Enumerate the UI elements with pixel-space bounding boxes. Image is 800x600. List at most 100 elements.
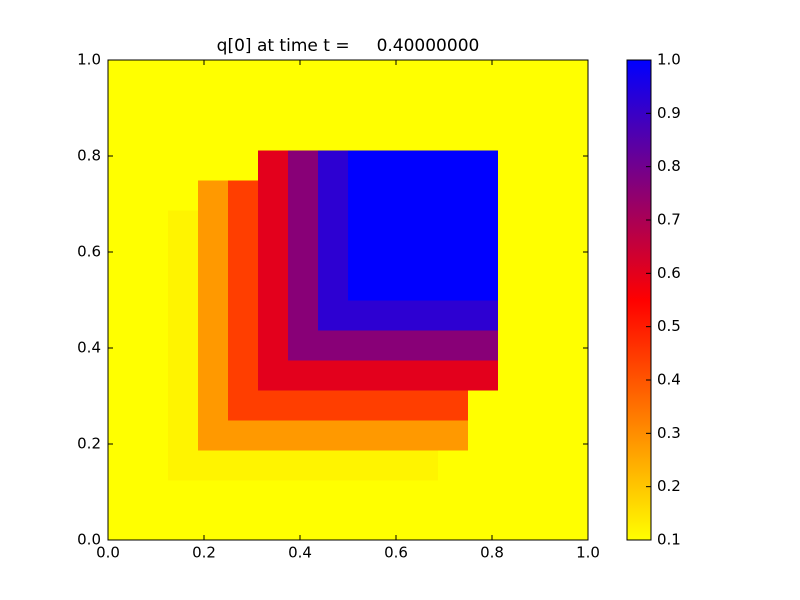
- heat-cell: [168, 510, 199, 541]
- heat-cell: [438, 150, 469, 181]
- heat-cell: [468, 120, 499, 151]
- heat-cell: [378, 240, 409, 271]
- heat-cell: [318, 180, 349, 211]
- heat-cell: [528, 150, 559, 181]
- heat-cell: [138, 390, 169, 421]
- colorbar-tick-label: 0.8: [657, 157, 681, 175]
- heat-cell: [408, 60, 439, 91]
- heat-cell: [378, 510, 409, 541]
- colorbar-tick-label: 0.2: [657, 477, 681, 495]
- heat-cell: [558, 180, 589, 211]
- heat-cell: [138, 360, 169, 391]
- heat-cell: [258, 180, 289, 211]
- heat-cell: [318, 300, 349, 331]
- heat-cell: [468, 90, 499, 121]
- heat-cell: [228, 210, 259, 241]
- heat-cell: [468, 360, 499, 391]
- heat-cell: [168, 300, 199, 331]
- heat-cell: [288, 330, 319, 361]
- heat-cell: [558, 90, 589, 121]
- heat-cell: [498, 420, 529, 451]
- heat-cell: [468, 150, 499, 181]
- heat-cell: [138, 210, 169, 241]
- colorbar-tick-label: 0.4: [657, 371, 681, 389]
- heat-cell: [528, 480, 559, 511]
- heat-cell: [198, 510, 229, 541]
- heat-cell: [468, 480, 499, 511]
- heat-cell: [138, 240, 169, 271]
- heat-cell: [168, 150, 199, 181]
- heat-cell: [108, 420, 139, 451]
- heat-cell: [558, 210, 589, 241]
- y-tick-label: 1.0: [77, 51, 101, 69]
- heat-cell: [498, 510, 529, 541]
- heat-cell: [498, 90, 529, 121]
- heat-cell: [528, 120, 559, 151]
- heat-cell: [198, 390, 229, 421]
- heat-cell: [108, 180, 139, 211]
- heat-cell: [498, 330, 529, 361]
- heat-cell: [138, 180, 169, 211]
- heat-cell: [378, 480, 409, 511]
- heat-cell: [168, 180, 199, 211]
- heat-cell: [438, 360, 469, 391]
- x-tick-label: 0.8: [480, 544, 504, 562]
- heat-cell: [408, 270, 439, 301]
- heat-cell: [138, 270, 169, 301]
- heat-cell: [258, 420, 289, 451]
- heat-cell: [558, 60, 589, 91]
- heat-cell: [168, 480, 199, 511]
- heat-cell: [378, 330, 409, 361]
- heat-cell: [378, 420, 409, 451]
- heat-cell: [258, 510, 289, 541]
- heat-cell: [438, 60, 469, 91]
- heat-cell: [198, 240, 229, 271]
- y-tick-label: 0.2: [77, 435, 101, 453]
- heat-cell: [228, 120, 259, 151]
- heat-cell: [198, 120, 229, 151]
- heat-cell: [408, 510, 439, 541]
- heat-cell: [318, 330, 349, 361]
- heat-cell: [138, 420, 169, 451]
- heat-cell: [168, 420, 199, 451]
- heat-cell: [408, 180, 439, 211]
- heat-cell: [288, 510, 319, 541]
- x-tick-label: 1.0: [576, 544, 600, 562]
- heat-cell: [228, 90, 259, 121]
- heat-cell: [288, 480, 319, 511]
- heat-cell: [258, 300, 289, 331]
- heat-cell: [528, 240, 559, 271]
- heat-cell: [228, 480, 259, 511]
- heat-cell: [528, 300, 559, 331]
- heat-cell: [288, 90, 319, 121]
- heat-cell: [438, 210, 469, 241]
- heat-cell: [468, 180, 499, 211]
- heat-cell: [468, 60, 499, 91]
- heat-cell: [558, 150, 589, 181]
- y-tick-label: 0.6: [77, 243, 101, 261]
- heat-cell: [228, 300, 259, 331]
- heat-cell: [408, 390, 439, 421]
- heat-cell: [378, 150, 409, 181]
- heat-cell: [168, 450, 199, 481]
- heat-cell: [198, 60, 229, 91]
- colorbar-tick-label: 0.7: [657, 211, 681, 229]
- heat-cell: [558, 240, 589, 271]
- heat-cell: [288, 390, 319, 421]
- heat-cell: [198, 360, 229, 391]
- heat-cell: [318, 90, 349, 121]
- heat-cell: [468, 240, 499, 271]
- heat-cell: [138, 150, 169, 181]
- heat-cell: [378, 60, 409, 91]
- heat-cell: [108, 120, 139, 151]
- heat-cell: [198, 180, 229, 211]
- heat-cell: [318, 420, 349, 451]
- chart-title: q[0] at time t = 0.40000000: [217, 36, 480, 56]
- heat-cell: [558, 390, 589, 421]
- heat-cell: [558, 480, 589, 511]
- heat-cell: [348, 60, 379, 91]
- heat-cell: [138, 300, 169, 331]
- colorbar-tick-label: 0.5: [657, 317, 681, 335]
- heat-cell: [348, 180, 379, 211]
- heat-cell: [438, 180, 469, 211]
